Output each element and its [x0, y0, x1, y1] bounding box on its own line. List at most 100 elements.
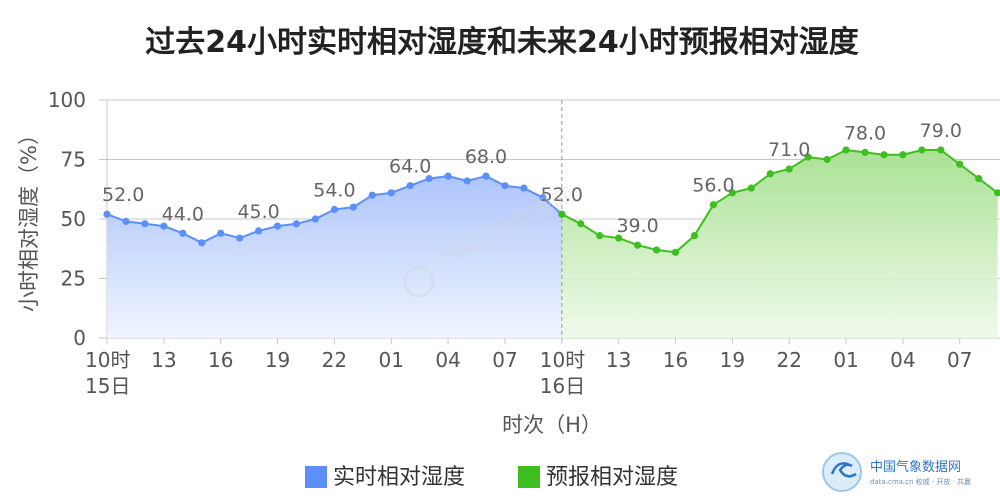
data-label-0-4: 44.0 — [162, 203, 204, 225]
data-point-0-4 — [179, 229, 187, 237]
data-label-1-32: 56.0 — [692, 175, 734, 197]
data-label-0-12: 54.0 — [313, 179, 355, 201]
brand-logo-text: 中国气象数据网 — [870, 459, 961, 475]
x-tick-label-42: 04 — [890, 348, 915, 372]
data-point-0-11 — [311, 215, 320, 223]
x-tick-label-27: 13 — [606, 348, 631, 372]
data-point-1-31 — [690, 232, 699, 240]
data-label-1-40: 78.0 — [844, 122, 886, 144]
data-point-0-8 — [255, 227, 263, 235]
x-tick-label-12: 22 — [322, 348, 347, 372]
x-tick-label-0: 10时 — [85, 348, 130, 372]
data-point-1-32 — [709, 201, 718, 209]
y-axis-ticks: 0 25 50 75 100 — [48, 88, 86, 350]
x-tick-label-24: 10时 — [540, 348, 585, 372]
x-tick-label-18: 04 — [435, 348, 460, 372]
data-point-0-13 — [349, 203, 357, 211]
x-tick-sublabel-0: 15日 — [85, 374, 130, 398]
legend-label-observed: 实时相对湿度 — [333, 465, 465, 490]
legend-label-forecast: 预报相对湿度 — [546, 465, 678, 490]
legend: 实时相对湿度 预报相对湿度 — [305, 465, 678, 490]
series-points — [103, 146, 1000, 256]
x-tick-label-3: 13 — [151, 348, 176, 372]
y-axis-title: 小时相对湿度（%） — [17, 124, 41, 312]
data-point-1-42 — [899, 151, 907, 159]
data-point-1-39 — [842, 146, 850, 154]
brand-logo-subtext: data.cma.cn 权威 · 开放 · 共赢 — [870, 477, 971, 486]
data-point-1-43 — [918, 146, 926, 154]
legend-swatch-forecast — [518, 466, 540, 488]
y-tick-label-100: 100 — [48, 88, 86, 112]
data-point-0-19 — [463, 177, 471, 185]
legend-item-observed[interactable]: 实时相对湿度 — [305, 465, 465, 490]
chart-title: 过去24小时实时相对湿度和未来24小时预报相对湿度 — [145, 25, 859, 60]
data-point-1-44 — [937, 146, 945, 154]
data-point-1-40 — [861, 148, 869, 156]
data-point-0-14 — [368, 191, 376, 199]
legend-swatch-observed — [305, 466, 327, 488]
area-fills — [107, 150, 998, 338]
data-point-1-30 — [671, 248, 680, 256]
data-label-0-0: 52.0 — [102, 184, 144, 206]
data-point-1-41 — [880, 151, 888, 159]
data-labels: 52.0 44.0 45.0 54.0 64.0 68.0 52.0 39.0 56.0 71.0… — [102, 120, 962, 237]
x-tick-label-15: 01 — [379, 348, 404, 372]
data-point-0-23 — [539, 193, 547, 202]
data-label-1-36: 71.0 — [768, 139, 810, 161]
x-tick-label-45: 07 — [947, 348, 972, 372]
data-point-0-0 — [103, 210, 111, 218]
data-point-1-38 — [823, 155, 831, 164]
data-point-0-12 — [330, 205, 338, 214]
data-point-0-15 — [387, 189, 395, 197]
x-tick-label-33: 19 — [720, 348, 745, 372]
x-tick-label-6: 16 — [208, 348, 233, 372]
data-point-1-25 — [577, 220, 585, 228]
x-tick-label-36: 22 — [776, 348, 801, 372]
data-point-0-22 — [520, 184, 528, 192]
watermark-logo-icon — [403, 266, 435, 298]
data-point-0-6 — [217, 229, 225, 237]
data-label-0-20: 68.0 — [465, 146, 507, 168]
data-label-1-44: 79.0 — [920, 120, 962, 142]
x-tick-label-21: 07 — [492, 348, 517, 372]
data-point-1-24 — [558, 210, 566, 218]
x-tick-label-39: 01 — [833, 348, 858, 372]
x-tick-label-30: 16 — [663, 348, 688, 372]
data-point-0-18 — [444, 172, 452, 180]
data-point-0-9 — [273, 222, 282, 230]
data-point-0-1 — [122, 217, 130, 225]
data-point-1-28 — [634, 241, 642, 249]
data-point-0-10 — [292, 220, 301, 228]
x-tick-sublabel-24: 16日 — [540, 374, 585, 398]
data-point-0-21 — [501, 182, 509, 190]
data-label-0-8: 45.0 — [237, 201, 279, 223]
data-label-1-28: 39.0 — [616, 215, 658, 237]
data-point-1-34 — [747, 184, 755, 192]
data-point-1-37 — [804, 153, 812, 161]
data-point-0-16 — [406, 182, 414, 190]
data-point-1-33 — [728, 189, 736, 197]
data-point-1-47 — [994, 189, 1000, 197]
data-point-1-26 — [596, 232, 604, 240]
data-label-0-16: 64.0 — [389, 156, 431, 178]
area-fill-series-1 — [561, 150, 998, 338]
y-tick-label-0: 0 — [73, 326, 86, 350]
data-label-0-24: 52.0 — [541, 184, 583, 206]
legend-item-forecast[interactable]: 预报相对湿度 — [518, 465, 678, 490]
y-tick-label-25: 25 — [61, 267, 86, 291]
brand-logo: 中国气象数据网 data.cma.cn 权威 · 开放 · 共赢 — [822, 452, 971, 492]
x-axis-title: 时次（H） — [502, 413, 602, 437]
y-tick-label-50: 50 — [61, 207, 86, 231]
area-fill-series-0 — [107, 176, 562, 338]
data-point-1-45 — [956, 160, 964, 168]
data-point-0-7 — [236, 234, 244, 242]
x-tick-label-9: 19 — [265, 348, 290, 372]
data-point-1-35 — [766, 170, 774, 178]
data-point-1-46 — [975, 174, 983, 183]
data-point-0-5 — [198, 239, 206, 247]
data-point-0-20 — [482, 172, 490, 180]
data-point-1-27 — [615, 234, 623, 242]
data-point-0-17 — [425, 174, 433, 183]
